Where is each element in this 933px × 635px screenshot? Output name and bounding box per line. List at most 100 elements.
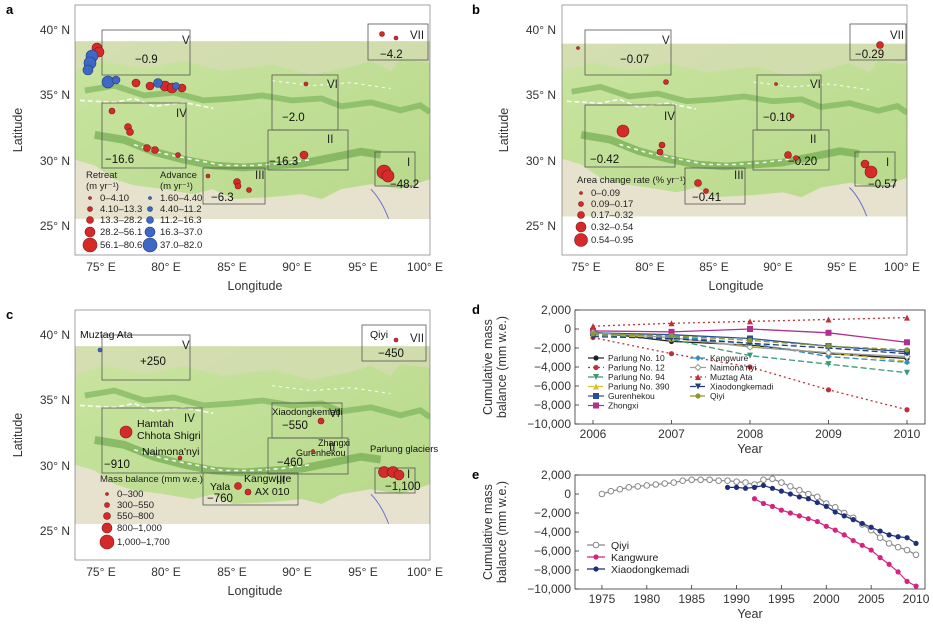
legend-marker [577,211,585,219]
series-line [727,484,917,544]
mass-marker [119,425,133,439]
data-point [747,326,753,332]
mass-marker [311,449,315,453]
legend-marker [593,393,599,399]
data-point [668,328,675,335]
region-number: VI [327,79,338,91]
legend-item: 0.54–0.95 [591,235,633,246]
lon-tick: 75° E [86,260,115,274]
data-point [876,534,884,541]
legend-marker [579,191,583,195]
region-value: −48.2 [390,179,419,191]
data-point [805,490,812,498]
y-tick-label: −2,000 [534,341,571,355]
lat-tick: 35° N [526,88,556,102]
region-number: V [662,35,670,47]
data-point [903,546,911,554]
data-point [787,483,794,490]
y-tick-label: −6,000 [534,544,571,558]
x-tick-label: 1985 [678,592,705,606]
retreat-marker [108,107,116,115]
data-point [825,353,832,360]
area-marker [616,124,630,138]
legend-item: 800–1,000 [117,523,162,534]
data-point [598,490,606,498]
legend-item: 28.2–56.1 [100,227,142,238]
y-tick-label: −4,000 [534,525,571,539]
data-point [688,476,695,484]
region-box [202,167,266,205]
data-point [746,343,754,351]
region-box [374,151,416,187]
region-box [202,472,299,506]
region-value: −2.0 [282,112,305,124]
region-value: +250 [140,356,166,368]
legend-label: Muztag Ata [710,372,753,382]
panel-a: a 25° N 30° N 35° N 40° N 75° E 80° E 85… [0,0,460,300]
legend-item: 1,000–1,700 [117,537,170,548]
series-group [751,496,919,589]
legend-label: Parlung No. 390 [608,382,670,392]
y-axis-label: Cumulative mass [481,484,495,580]
legend-marker [87,206,93,212]
data-point [859,520,865,527]
x-tick-label: 1995 [768,592,795,606]
longitude-label: Longitude [709,279,764,293]
legend-marker [84,226,96,238]
x-tick-label: 2000 [813,592,840,606]
y-axis-label: balance (mm w.e.) [495,481,509,583]
y-tick-label: −4,000 [534,360,571,374]
data-point [825,329,832,336]
y-tick-label: 2,000 [541,303,571,317]
legend-marker [148,196,152,200]
x-axis-label: Year [737,607,762,621]
region-value: −760 [207,493,233,505]
y-tick-label: −2,000 [534,506,571,520]
lon-tick: 75° E [86,565,115,579]
data-point [904,347,910,353]
panel-label-d: d [472,302,480,317]
site-label: Hamtah [137,418,174,430]
retreat-marker [393,35,399,41]
data-point [715,477,722,484]
panel-c: c 25° N 30° N 35° N 40° N 75° E 80° E 85… [0,305,460,605]
area-marker [694,179,702,187]
region-value: −6.3 [211,192,234,204]
map-b-svg: b 25° N 30° N 35° N 40° N 75° E 80° E 85… [472,2,920,293]
lat-tick: 35° N [40,393,70,407]
lon-tick: 85° E [217,565,246,579]
data-point [787,510,793,516]
data-point [850,517,856,523]
lon-tick: 80° E [151,260,180,274]
legend-label: Naimona'nyi [710,363,757,373]
lat-tick: 35° N [40,88,70,102]
series-group [590,314,910,330]
region-number: VI [329,408,340,420]
region-box [854,151,896,187]
legend-marker [86,216,94,224]
advance-marker [111,75,121,85]
region-number: V [182,340,190,352]
legend-marker [593,364,599,371]
chart-e-svg: e 2,000 0 −2,000 −4,000 −6,000 −8,000 −10,000 1… [472,467,930,621]
legend-label: Kangwure [710,353,749,363]
retreat-marker [381,169,395,183]
legend-marker [694,363,702,372]
site-label: Zhangxi [318,438,350,448]
area-marker [784,151,792,159]
data-point [668,351,675,357]
mass-marker [234,482,242,490]
data-point [814,493,821,501]
legend-retreat-title: Retreat [86,170,118,181]
series-group [590,331,910,353]
y-tick-label: 2,000 [541,468,571,482]
area-marker [663,79,669,85]
data-point [885,540,893,547]
data-point [747,337,753,343]
legend-marker [578,201,584,207]
legend-marker [99,534,115,550]
area-marker [860,159,870,169]
y-tick-label: −6,000 [534,379,571,393]
lon-tick: 80° E [635,260,664,274]
region-value: −0.41 [692,192,721,204]
